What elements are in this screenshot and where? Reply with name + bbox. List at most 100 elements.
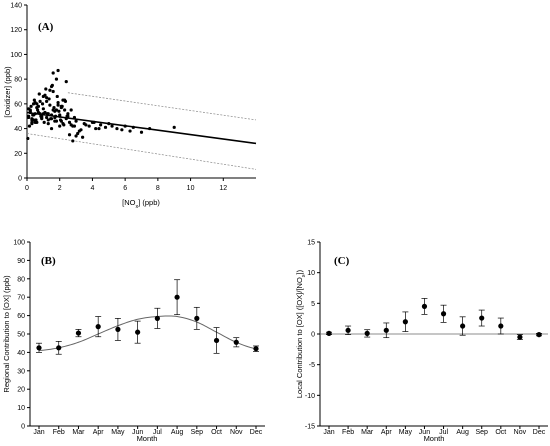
panel-a-data-point <box>36 108 40 112</box>
panel-a-data-point <box>27 115 31 120</box>
panel-b-x-tick-label: Mar <box>72 429 85 436</box>
panel-b-data-point <box>194 315 200 321</box>
panel-a-data-point <box>69 123 73 127</box>
panel-a-data-point <box>128 129 132 133</box>
panel-a-data-point <box>84 123 88 127</box>
panel-a-data-point <box>30 120 34 124</box>
panel-b-y-tick-label: 50 <box>17 332 25 339</box>
panel-a-data-point <box>139 130 144 134</box>
panel-a-data-point <box>94 126 98 131</box>
panel-b-data-point <box>75 330 82 336</box>
panel-a-x-tick-label: 2 <box>58 185 62 192</box>
panel-a-y-tick-label: 60 <box>14 101 22 108</box>
panel-a-data-point <box>34 118 38 122</box>
panel-a-data-point <box>38 99 42 103</box>
panel-b-data-point <box>154 315 160 321</box>
panel-a-data-point <box>37 92 41 96</box>
panel-c-data-point <box>460 323 466 329</box>
panel-b-y-tick-label: 80 <box>17 276 25 283</box>
panel-c-data-point <box>383 327 389 333</box>
panel-a-data-point <box>64 80 68 84</box>
panel-c-data-point <box>479 315 485 321</box>
panel-a-data-point <box>38 112 42 116</box>
panel-a-xlabel-tail: ] (ppb) <box>138 198 160 207</box>
panel-a-x-tick-label: 12 <box>219 185 227 192</box>
panel-c: (C) Local Contribution to [OX] ([OX]/[NO… <box>295 240 548 443</box>
panel-b-data-point <box>233 339 239 345</box>
panel-c-x-tick-label: Mar <box>361 429 374 436</box>
panel-a-data-point <box>58 113 62 117</box>
panel-b-data-point <box>56 345 62 351</box>
panel-a-data-point <box>148 126 152 131</box>
panel-a-data-point <box>54 108 59 112</box>
panel-c-ylabel-sub: x <box>301 274 307 277</box>
panel-c-x-tick-label: Jan <box>323 429 334 436</box>
panel-c-y-tick-label: 0 <box>311 332 315 339</box>
panel-a-data-point <box>59 119 63 123</box>
panel-a-data-point <box>51 108 55 112</box>
panel-c-data-point <box>536 332 542 338</box>
panel-a-data-point <box>172 125 176 129</box>
panel-c-ticks: Jan Feb Mar Apr May Jun Jul Aug Sep Oct Nov Dec -15 -… <box>305 240 546 437</box>
panel-b-xlabel: Month <box>137 434 158 443</box>
panel-a-data-point <box>49 117 54 121</box>
panel-a-data-point <box>66 114 70 118</box>
panel-a-data-point <box>42 120 46 124</box>
panel-a-data-point <box>69 108 73 112</box>
panel-b-y-tick-label: 60 <box>17 313 25 320</box>
panel-a-xlabel-sub: x <box>135 204 138 210</box>
panel-a-data-point <box>30 118 34 122</box>
panel-a-data-point <box>63 99 68 103</box>
panel-c-points <box>326 298 542 340</box>
panel-c-ylabel-main: Local Contribution to [OX] ([OX]/[NO <box>295 277 304 398</box>
panel-b-label: (B) <box>41 255 56 267</box>
panel-b: (B) Regional Contribution to [OX] (ppb) … <box>2 240 265 443</box>
panel-a-confidence-lower <box>26 133 257 170</box>
panel-a-data-point <box>29 104 33 108</box>
panel-b-y-tick-label: 90 <box>17 258 25 265</box>
panel-a-data-point <box>40 117 44 121</box>
panel-b-data-point <box>115 326 121 332</box>
panel-a-data-point <box>107 122 111 126</box>
panel-a-points <box>26 68 176 143</box>
panel-b-x-tick-label: May <box>111 429 125 436</box>
panel-a-data-point <box>56 101 60 105</box>
panel-a-data-point <box>72 124 77 128</box>
panel-c-x-tick-label: Apr <box>381 429 393 436</box>
panel-c-y-tick-label: 15 <box>307 240 315 247</box>
panel-a-data-point <box>46 122 50 126</box>
panel-a-data-point <box>35 105 39 110</box>
panel-b-x-tick-label: Aug <box>171 429 184 436</box>
panel-c-data-point <box>440 311 447 317</box>
panel-a-data-point <box>45 96 49 100</box>
panel-c-x-tick-label: Aug <box>456 429 469 436</box>
panel-a-x-tick-label: 6 <box>123 185 127 192</box>
panel-a-data-point <box>31 113 36 117</box>
panel-b-x-tick-label: Sep <box>191 429 204 436</box>
panel-a-data-point <box>57 109 61 113</box>
panel-c-x-tick-label: Jun <box>419 429 430 436</box>
panel-a-data-point <box>123 124 127 128</box>
panel-a-data-point <box>54 77 59 81</box>
panel-b-y-tick-label: 70 <box>17 295 25 302</box>
panel-c-y-tick-label: -10 <box>305 393 315 400</box>
panel-c-data-point <box>498 323 504 329</box>
panel-a-data-point <box>47 97 51 101</box>
panel-a-data-point <box>67 120 72 124</box>
panel-b-x-tick-label: Apr <box>93 429 105 436</box>
panel-a-data-point <box>53 119 57 123</box>
panel-a-data-point <box>79 128 83 132</box>
panel-a-data-point <box>48 88 52 92</box>
panel-b-data-point <box>174 294 180 300</box>
panel-b-ticks: Jan Feb Mar Apr May Jun Jul Aug Sep Oct Nov Dec 0 10 2… <box>13 240 262 437</box>
panel-a-data-point <box>40 102 45 106</box>
panel-b-y-tick-label: 40 <box>17 350 25 357</box>
panel-a-data-point <box>49 84 54 89</box>
panel-a-ylabel: [Oxidizer] (ppb) <box>3 66 12 118</box>
panel-a-x-tick-label: 0 <box>25 185 29 192</box>
panel-c-data-point <box>402 319 408 325</box>
panel-a-data-point <box>40 114 44 118</box>
panel-a-data-point <box>87 124 91 128</box>
panel-a-data-point <box>63 108 67 112</box>
panel-a-y-tick-label: 140 <box>10 3 22 10</box>
